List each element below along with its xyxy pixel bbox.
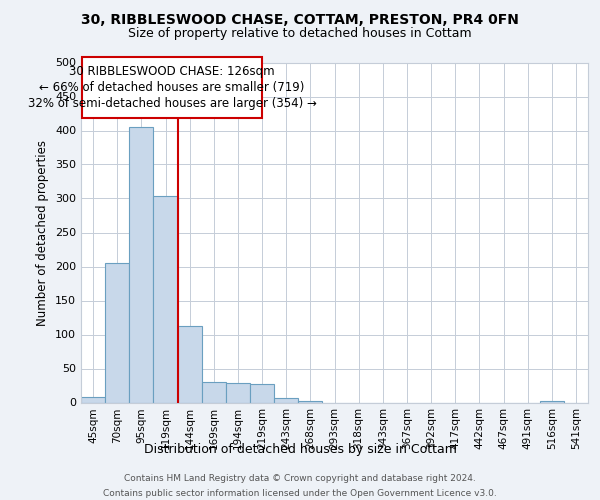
Bar xyxy=(81,397,105,402)
Bar xyxy=(250,384,274,402)
Bar xyxy=(154,196,178,402)
Y-axis label: Number of detached properties: Number of detached properties xyxy=(37,140,49,326)
Text: Size of property relative to detached houses in Cottam: Size of property relative to detached ho… xyxy=(128,28,472,40)
Bar xyxy=(105,263,129,402)
Bar xyxy=(274,398,298,402)
Text: ← 66% of detached houses are smaller (719): ← 66% of detached houses are smaller (71… xyxy=(40,81,305,94)
Bar xyxy=(178,326,202,402)
Text: Contains public sector information licensed under the Open Government Licence v3: Contains public sector information licen… xyxy=(103,489,497,498)
Text: 32% of semi-detached houses are larger (354) →: 32% of semi-detached houses are larger (… xyxy=(28,97,317,110)
Bar xyxy=(202,382,226,402)
Text: 30, RIBBLESWOOD CHASE, COTTAM, PRESTON, PR4 0FN: 30, RIBBLESWOOD CHASE, COTTAM, PRESTON, … xyxy=(81,12,519,26)
Bar xyxy=(129,127,154,402)
Bar xyxy=(226,383,250,402)
FancyBboxPatch shape xyxy=(82,57,262,118)
Text: Distribution of detached houses by size in Cottam: Distribution of detached houses by size … xyxy=(143,442,457,456)
Text: Contains HM Land Registry data © Crown copyright and database right 2024.: Contains HM Land Registry data © Crown c… xyxy=(124,474,476,483)
Bar xyxy=(298,401,322,402)
Bar xyxy=(540,401,564,402)
Text: 30 RIBBLESWOOD CHASE: 126sqm: 30 RIBBLESWOOD CHASE: 126sqm xyxy=(70,65,275,78)
